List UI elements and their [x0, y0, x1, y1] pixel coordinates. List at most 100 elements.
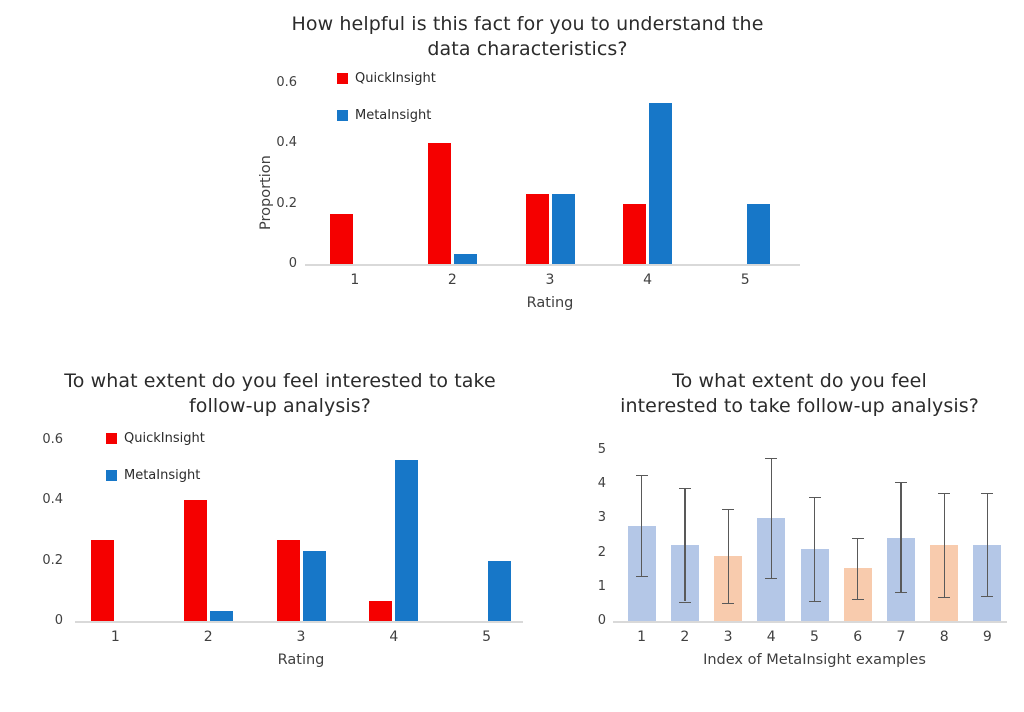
legend-label-metainsight: MetaInsight — [124, 468, 201, 483]
bar-metainsight-rating-2 — [209, 611, 233, 621]
error-bar-cap-top-9 — [981, 493, 994, 495]
error-bar-cap-bottom-8 — [938, 596, 951, 598]
error-bar-line-3 — [727, 509, 729, 604]
legend-label-metainsight: MetaInsight — [355, 108, 432, 123]
x-tick-label: 2 — [447, 272, 457, 288]
legend: QuickInsight MetaInsight — [337, 71, 436, 145]
legend-swatch-metainsight — [337, 110, 348, 121]
error-bar-line-8 — [943, 493, 945, 597]
chart-title-line: data characteristics? — [427, 38, 628, 61]
x-axis-label: Index of MetaInsight examples — [703, 652, 926, 668]
chart-title: How helpful is this fact for you to unde… — [240, 12, 815, 62]
legend-label-quickinsight: QuickInsight — [124, 431, 205, 446]
y-tick-label: 2 — [597, 544, 606, 560]
plot-area: 0 0.2 0.4 0.6 1 2 3 4 5 — [20, 365, 540, 695]
legend-item-quickinsight: QuickInsight — [106, 431, 205, 446]
legend-item-metainsight: MetaInsight — [106, 468, 205, 483]
bar-metainsight-rating-3 — [551, 193, 575, 264]
bar-quickinsight-rating-2 — [183, 500, 207, 621]
x-axis-line — [613, 621, 1007, 623]
bar-quickinsight-rating-1 — [330, 213, 354, 264]
error-bar-cap-top-6 — [851, 537, 864, 539]
x-axis-label: Rating — [526, 295, 574, 311]
y-tick-label: 0.4 — [42, 492, 63, 508]
legend-swatch-quickinsight — [337, 73, 348, 84]
x-tick-label: 4 — [389, 629, 399, 645]
error-bar-line-5 — [814, 496, 816, 601]
x-axis-line — [305, 264, 800, 266]
error-bar-cap-top-5 — [808, 496, 821, 499]
error-bar-cap-top-2 — [678, 487, 691, 490]
x-tick-label: 5 — [740, 272, 750, 288]
error-bar-cap-top-4 — [765, 457, 778, 459]
y-tick-label: 4 — [597, 476, 606, 492]
x-tick-label: 7 — [896, 629, 906, 645]
error-bar-cap-bottom-4 — [765, 578, 778, 580]
x-tick-label: 1 — [110, 629, 120, 645]
x-tick-label: 6 — [853, 629, 863, 645]
x-tick-label: 3 — [723, 629, 733, 645]
y-tick-label: 0.6 — [276, 75, 297, 90]
chart-title: To what extent do you feel interested to… — [575, 369, 1024, 419]
x-tick-label: 3 — [296, 629, 306, 645]
error-bar-cap-bottom-5 — [808, 600, 821, 602]
bar-metainsight-rating-4 — [649, 103, 673, 264]
error-bar-cap-top-3 — [722, 509, 735, 511]
bar-quickinsight-rating-3 — [276, 540, 300, 621]
error-bar-cap-top-8 — [938, 493, 951, 495]
y-tick-label: 3 — [597, 510, 606, 526]
error-bar-line-9 — [986, 493, 989, 597]
x-tick-label: 1 — [637, 629, 647, 645]
error-bar-line-2 — [684, 487, 686, 602]
y-tick-label: 5 — [597, 442, 606, 457]
y-tick-label: 0 — [597, 613, 606, 628]
bar-metainsight-rating-2 — [453, 254, 477, 264]
x-tick-label: 3 — [545, 272, 555, 288]
x-tick-label: 2 — [680, 629, 690, 645]
chart-follow-up-interest: To what extent do you feel interested to… — [20, 365, 540, 695]
chart-title-line: To what extent do you feel — [672, 370, 927, 392]
plot-area: 0 1 2 3 4 5 1 2 3 4 5 6 7 8 9 — [575, 365, 1024, 695]
legend: QuickInsight MetaInsight — [106, 431, 205, 505]
error-bar-cap-bottom-6 — [851, 598, 864, 600]
bar-metainsight-rating-5 — [488, 560, 512, 621]
bar-metainsight-rating-3 — [302, 550, 326, 621]
x-axis-line — [75, 621, 523, 623]
plot-area: 0 0.2 0.4 0.6 1 2 3 4 5 — [240, 8, 815, 338]
y-tick-label: 0.2 — [42, 552, 63, 568]
x-tick-label: 4 — [643, 272, 653, 288]
legend-label-quickinsight: QuickInsight — [355, 71, 436, 86]
x-axis-label: Rating — [277, 652, 325, 668]
chart-title-line: How helpful is this fact for you to unde… — [291, 13, 764, 35]
y-tick-label: 0.6 — [42, 432, 63, 447]
legend-swatch-metainsight — [106, 470, 117, 481]
x-tick-label: 5 — [810, 629, 819, 645]
bar-quickinsight-rating-3 — [525, 193, 549, 264]
bar-quickinsight-rating-4 — [369, 600, 393, 621]
bar-quickinsight-rating-1 — [90, 540, 114, 621]
y-tick-label: 1 — [597, 578, 606, 594]
chart-title: To what extent do you feel interested to… — [20, 369, 540, 419]
error-bar-line-6 — [857, 537, 859, 599]
error-bar-line-7 — [900, 482, 902, 592]
chart-title-line: interested to take follow-up analysis? — [620, 395, 979, 418]
error-bar-cap-bottom-1 — [635, 576, 648, 578]
x-tick-label: 4 — [766, 629, 776, 645]
bar-quickinsight-rating-2 — [427, 143, 451, 264]
chart-interest-by-example: To what extent do you feel interested to… — [575, 365, 1024, 695]
error-bar-line-4 — [770, 457, 772, 579]
bar-quickinsight-rating-4 — [623, 203, 647, 264]
y-tick-label: 0 — [288, 256, 297, 271]
error-bar-cap-bottom-2 — [678, 601, 691, 603]
legend-item-metainsight: MetaInsight — [337, 108, 436, 123]
bar-metainsight-rating-5 — [746, 203, 770, 264]
error-bar-cap-bottom-7 — [894, 591, 907, 594]
x-tick-label: 2 — [203, 629, 213, 645]
bar-metainsight-rating-4 — [395, 460, 419, 621]
chart-helpfulness: How helpful is this fact for you to unde… — [240, 8, 815, 338]
error-bar-cap-top-7 — [894, 482, 907, 484]
x-tick-label: 9 — [982, 629, 992, 645]
x-tick-label: 1 — [350, 272, 360, 288]
x-tick-label: 5 — [482, 629, 492, 645]
